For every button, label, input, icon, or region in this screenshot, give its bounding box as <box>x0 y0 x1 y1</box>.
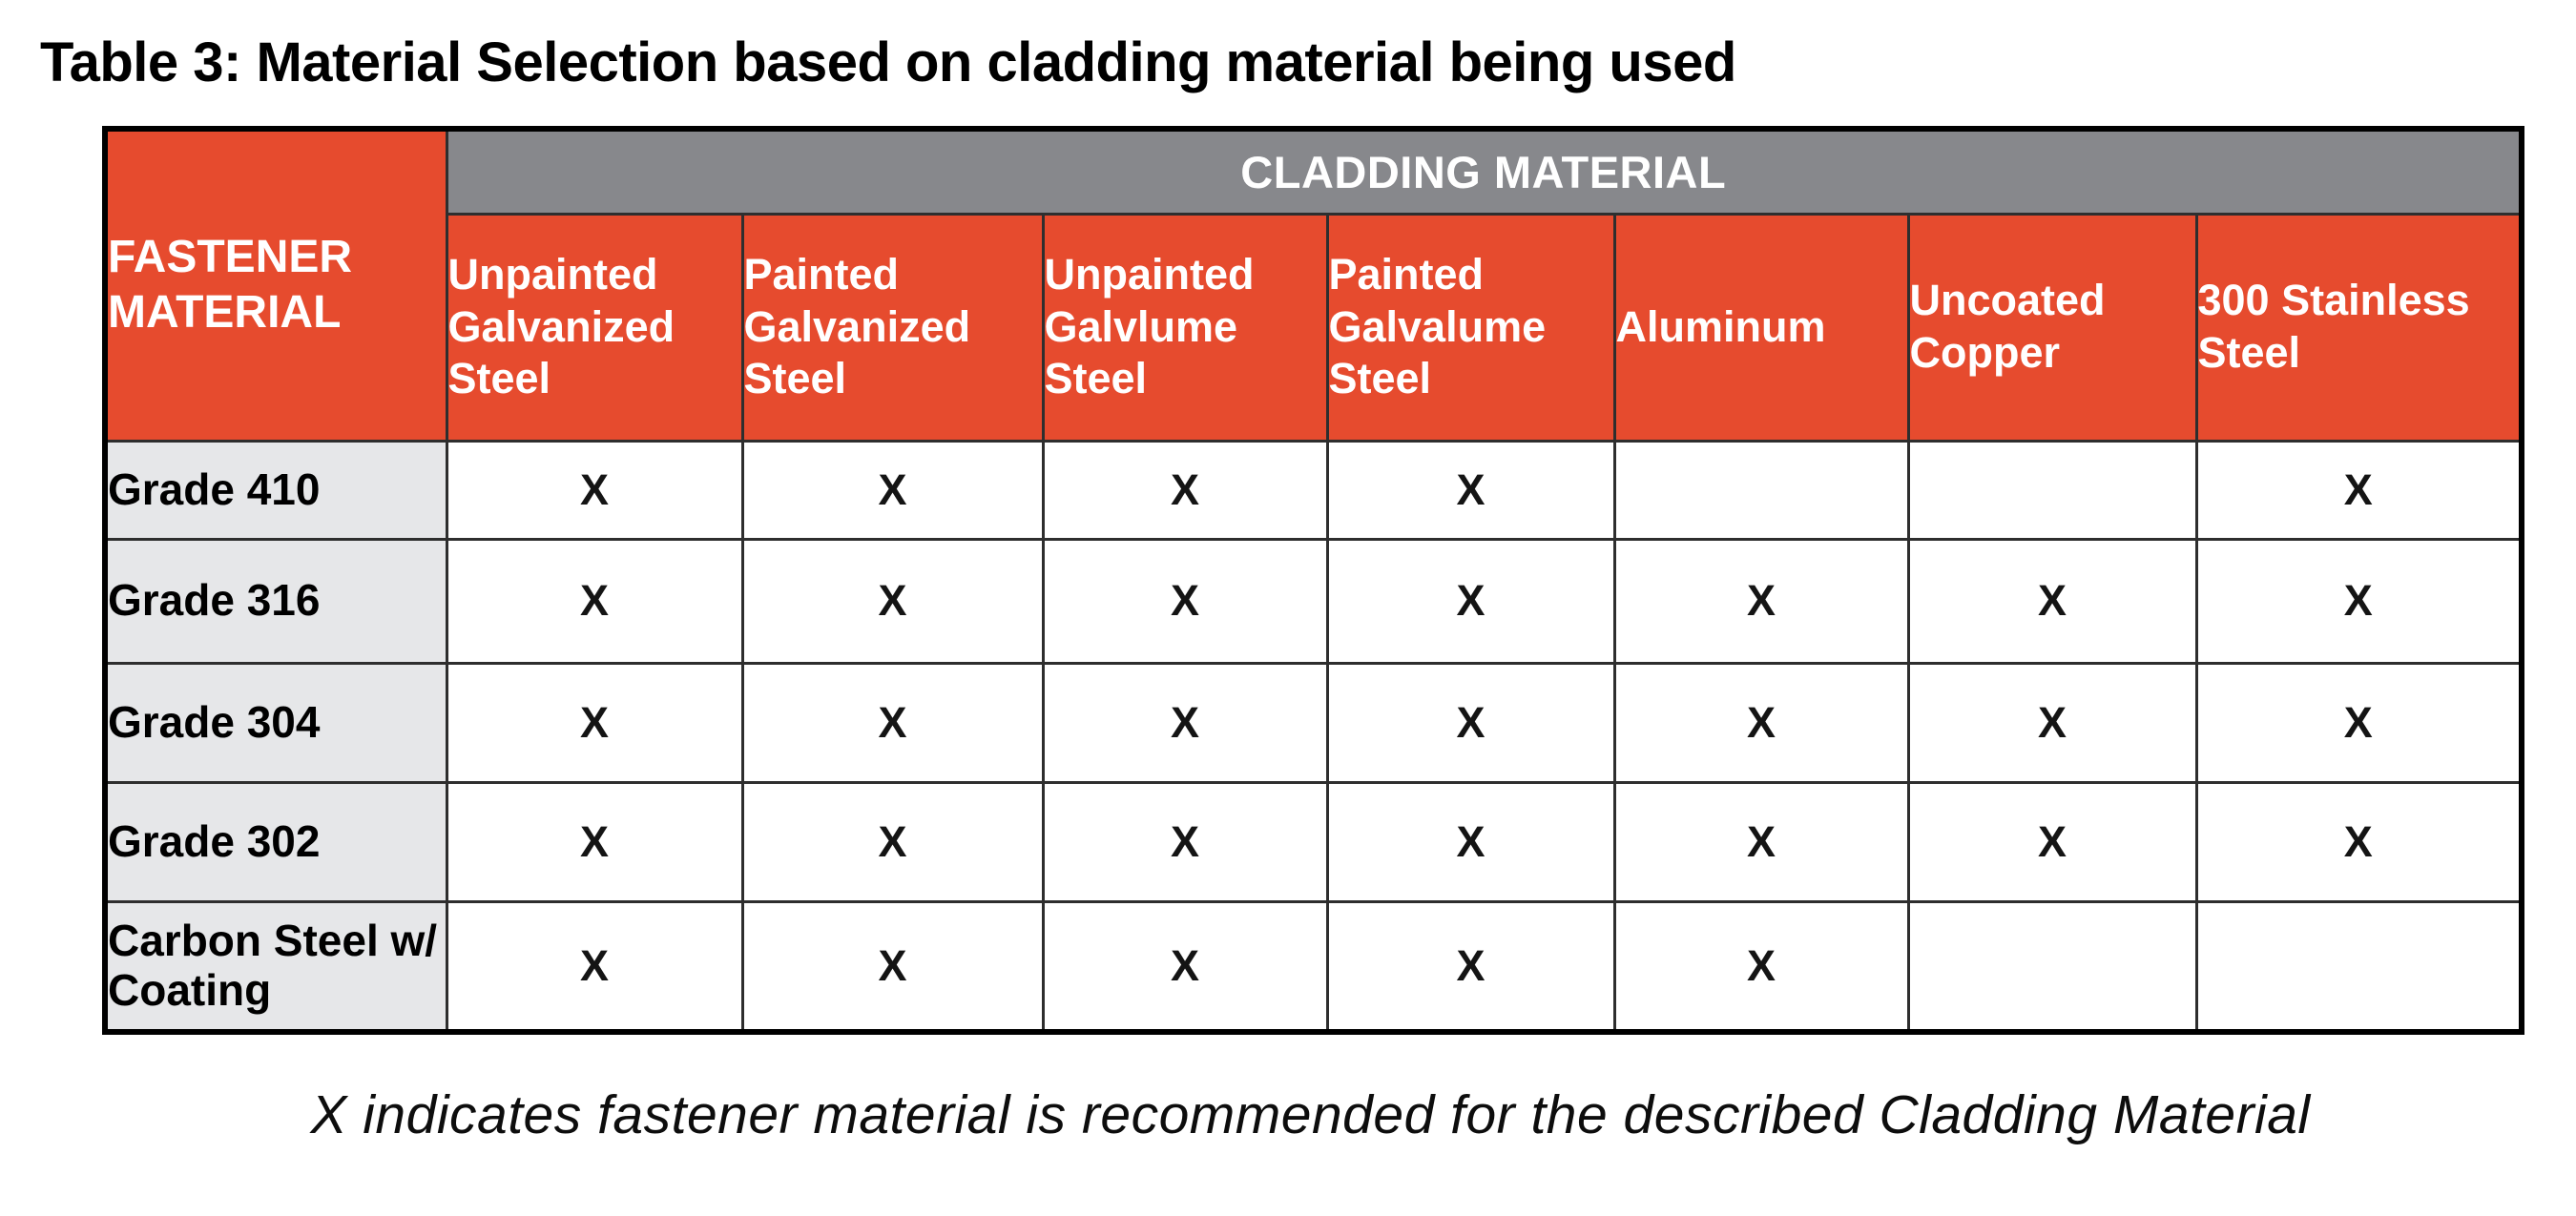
cell-mark <box>1906 439 2198 541</box>
column-header-painted-galvalume-steel: Painted Galvalume Steel <box>1325 212 1616 443</box>
cell-mark: X <box>1325 661 1616 784</box>
cell-mark: X <box>740 899 1045 1034</box>
cladding-material-header: CLADDING MATERIAL <box>445 127 2524 216</box>
cell-mark: X <box>2194 439 2524 541</box>
table-row-carbon-steel: Carbon Steel w/ Coating X X X X X <box>103 899 2524 1034</box>
cladding-band-row: FASTENER MATERIAL CLADDING MATERIAL <box>103 127 2524 443</box>
table-row-grade-304: Grade 304 X X X X X X X <box>103 661 2524 784</box>
cell-mark <box>1906 899 2198 1034</box>
cell-mark: X <box>2194 780 2524 903</box>
cell-mark: X <box>1612 899 1910 1034</box>
cell-mark: X <box>1906 537 2198 665</box>
cell-mark: X <box>2194 661 2524 784</box>
cell-mark: X <box>1041 537 1329 665</box>
table-row-grade-302: Grade 302 X X X X X X X <box>103 780 2524 903</box>
material-selection-table: FASTENER MATERIAL CLADDING MATERIAL Unpa… <box>102 126 2525 1035</box>
cell-mark: X <box>445 780 744 903</box>
cell-mark: X <box>1906 661 2198 784</box>
column-header-uncoated-copper: Uncoated Copper <box>1906 212 2198 443</box>
column-header-painted-galvanized-steel: Painted Galvanized Steel <box>740 212 1045 443</box>
cell-mark: X <box>1041 439 1329 541</box>
cell-mark: X <box>1612 780 1910 903</box>
cell-mark: X <box>445 661 744 784</box>
column-header-unpainted-galvlume-steel: Unpainted Galvlume Steel <box>1041 212 1329 443</box>
cell-mark: X <box>1041 780 1329 903</box>
cell-mark: X <box>445 439 744 541</box>
fastener-material-header: FASTENER MATERIAL <box>103 127 448 443</box>
cell-mark: X <box>445 899 744 1034</box>
row-label-grade-304: Grade 304 <box>103 661 448 784</box>
cell-mark: X <box>1325 780 1616 903</box>
row-label-grade-302: Grade 302 <box>103 780 448 903</box>
cell-mark: X <box>2194 537 2524 665</box>
table-title: Table 3: Material Selection based on cla… <box>40 31 1736 93</box>
cell-mark: X <box>445 537 744 665</box>
cell-mark: X <box>740 780 1045 903</box>
cell-mark <box>1612 439 1910 541</box>
row-label-grade-410: Grade 410 <box>103 439 448 541</box>
cell-mark: X <box>1041 661 1329 784</box>
table-footnote: X indicates fastener material is recomme… <box>310 1084 2311 1145</box>
column-header-aluminum: Aluminum <box>1612 212 1910 443</box>
table-row-grade-410: Grade 410 X X X X X <box>103 439 2524 541</box>
cell-mark: X <box>1325 899 1616 1034</box>
table-row-grade-316: Grade 316 X X X X X X X <box>103 537 2524 665</box>
row-label-grade-316: Grade 316 <box>103 537 448 665</box>
row-label-carbon-steel: Carbon Steel w/ Coating <box>103 899 448 1034</box>
cell-mark: X <box>1612 537 1910 665</box>
column-header-unpainted-galvanized-steel: Unpainted Galvanized Steel <box>445 212 744 443</box>
cell-mark: X <box>1906 780 2198 903</box>
column-header-row: Unpainted Galvanized Steel Painted Galva… <box>105 212 2524 443</box>
cell-mark: X <box>740 537 1045 665</box>
cell-mark: X <box>1612 661 1910 784</box>
cell-mark: X <box>740 661 1045 784</box>
cell-mark: X <box>1325 439 1616 541</box>
cell-mark: X <box>740 439 1045 541</box>
cell-mark: X <box>1041 899 1329 1034</box>
cell-mark <box>2194 899 2524 1034</box>
column-header-300-stainless-steel: 300 Stainless Steel <box>2194 212 2524 443</box>
cell-mark: X <box>1325 537 1616 665</box>
